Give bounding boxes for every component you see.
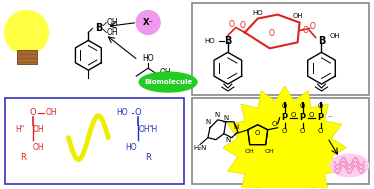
Text: N: N [233,124,239,130]
Text: O: O [318,128,323,134]
Text: OH: OH [265,149,275,154]
Polygon shape [223,86,346,189]
Text: HO: HO [205,38,215,44]
Text: HO: HO [125,143,137,152]
Ellipse shape [139,72,197,92]
Text: O: O [282,128,287,134]
Ellipse shape [331,155,368,176]
Text: OH: OH [106,28,118,37]
Circle shape [136,11,160,34]
Text: N: N [205,119,211,125]
Text: O: O [282,103,287,109]
Text: N: N [214,112,220,118]
Text: H₂N: H₂N [193,145,207,151]
Text: OH: OH [33,125,44,134]
Text: O: O [310,22,316,31]
Text: O: O [240,21,246,30]
Text: HO: HO [252,10,263,16]
Text: "H: "H [148,125,157,134]
Text: ⁻: ⁻ [327,113,332,122]
Text: B: B [318,36,325,46]
Text: N: N [223,115,229,121]
Text: OH: OH [292,13,303,19]
Text: OH: OH [106,18,118,27]
Polygon shape [248,125,268,145]
Text: OH: OH [33,143,44,152]
Text: O: O [303,26,309,35]
Text: OH: OH [46,108,57,117]
Text: O: O [291,112,296,118]
Text: O: O [300,103,305,109]
Text: O: O [135,108,141,117]
Text: OH: OH [138,125,150,134]
Text: P: P [300,113,306,122]
Text: N: N [225,137,230,143]
Text: Biomolecule: Biomolecule [144,79,192,85]
Text: HO: HO [117,108,128,117]
Text: O: O [318,103,323,109]
FancyBboxPatch shape [16,50,37,64]
Text: B: B [95,23,102,33]
Text: OH: OH [329,33,340,40]
Text: P: P [282,113,288,122]
FancyBboxPatch shape [5,98,184,184]
Text: O: O [255,130,260,136]
Text: HO: HO [142,54,154,63]
Text: O: O [229,20,235,29]
Text: X⁻: X⁻ [143,18,154,27]
Circle shape [5,11,49,54]
Text: H": H" [15,125,25,134]
Text: B: B [224,36,232,46]
Text: O: O [269,29,275,38]
Text: OH: OH [160,68,172,77]
Text: O: O [272,121,278,127]
Text: R: R [20,153,25,162]
Text: O: O [300,128,305,134]
Text: R: R [145,153,151,162]
Text: O: O [309,112,314,118]
Text: P: P [318,113,324,122]
Text: O: O [29,108,36,117]
Text: OH: OH [245,149,255,154]
FancyBboxPatch shape [192,3,369,95]
FancyBboxPatch shape [192,98,369,184]
